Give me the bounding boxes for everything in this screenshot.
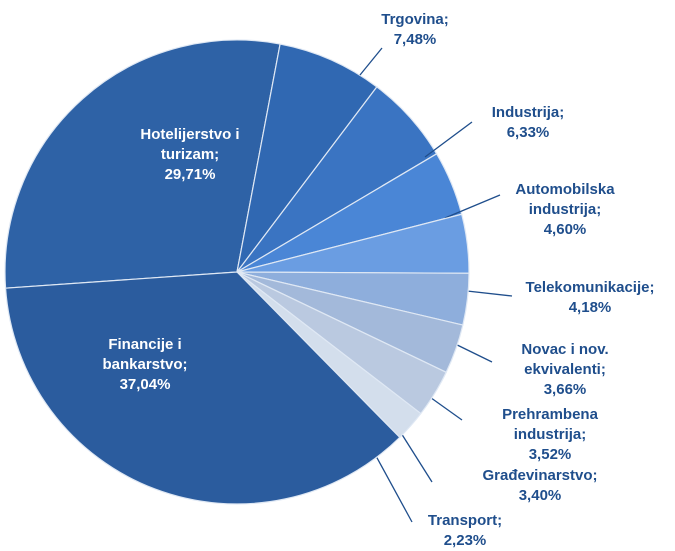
- category-name: Industrija;: [491, 104, 565, 121]
- pie-slice: [236, 43, 378, 273]
- value-label: 3,52%: [528, 446, 572, 463]
- data-label: Telekomunikacije; 4,18%: [525, 278, 655, 318]
- value-label: 4,60%: [543, 221, 587, 238]
- category-name: Trgovina;: [381, 11, 449, 28]
- value-label: 3,66%: [543, 381, 587, 398]
- value-label: 4,18%: [568, 299, 612, 316]
- leader-line: [424, 121, 473, 158]
- category-name: Financije i bankarstvo;: [102, 336, 188, 373]
- data-label: Hotelijerstvo i turizam; 29,71%: [110, 125, 270, 185]
- pie-slice: [4, 271, 401, 505]
- data-label: Novac i nov. ekvivalenti; 3,66%: [495, 340, 635, 400]
- data-label: Trgovina; 7,48%: [360, 10, 470, 50]
- data-label: Industrija; 6,33%: [473, 103, 583, 143]
- category-name: Hotelijerstvo i turizam;: [140, 126, 240, 163]
- pie-slice: [4, 39, 281, 289]
- leader-line: [359, 47, 383, 76]
- value-label: 3,40%: [518, 487, 562, 504]
- category-name: Građevinarstvo;: [482, 467, 598, 484]
- value-label: 37,04%: [119, 376, 171, 393]
- category-name: Novac i nov. ekvivalenti;: [521, 341, 609, 378]
- data-label: Prehrambena industrija; 3,52%: [480, 405, 620, 465]
- leader-line: [444, 194, 501, 219]
- value-label: 7,48%: [393, 31, 437, 48]
- data-label: Financije i bankarstvo; 37,04%: [80, 335, 210, 395]
- value-label: 6,33%: [506, 124, 550, 141]
- data-label: Građevinarstvo; 3,40%: [465, 466, 615, 506]
- category-name: Telekomunikacije;: [525, 279, 655, 296]
- data-label: Automobilska industrija; 4,60%: [495, 180, 635, 240]
- value-label: 29,71%: [164, 166, 216, 183]
- category-name: Prehrambena industrija;: [502, 406, 598, 443]
- category-name: Automobilska industrija;: [515, 181, 615, 218]
- value-label: 2,23%: [443, 532, 487, 549]
- category-name: Transport;: [427, 512, 503, 529]
- data-label: Transport; 2,23%: [405, 511, 525, 551]
